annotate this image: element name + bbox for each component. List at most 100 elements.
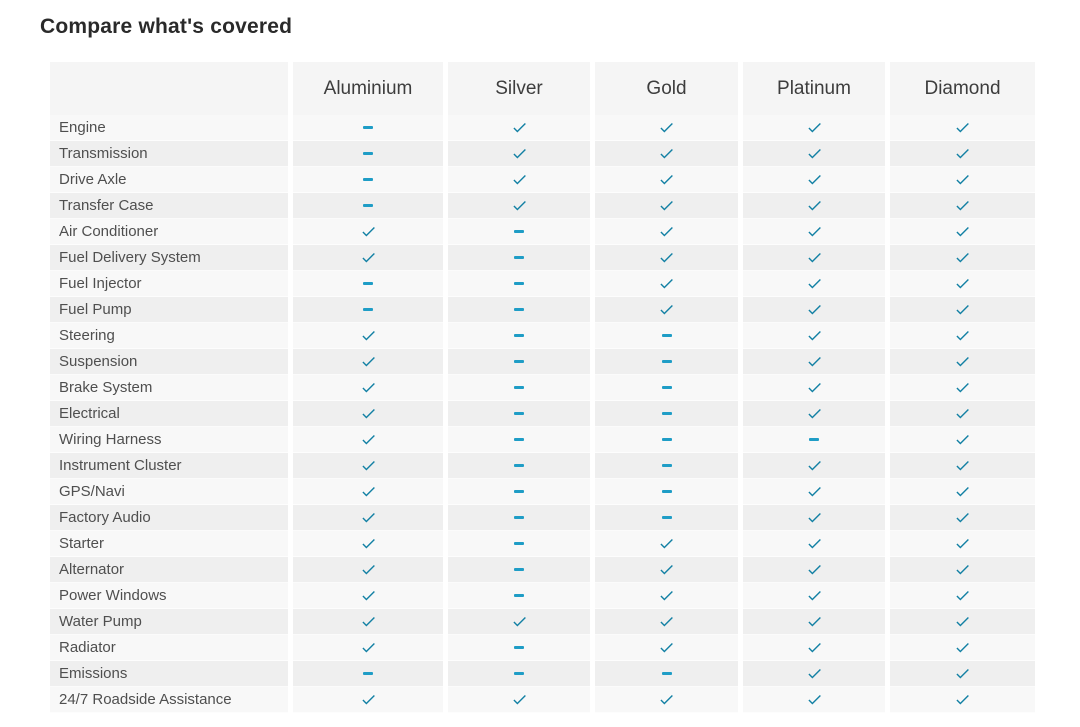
check-icon: [956, 434, 969, 445]
check-icon: [660, 304, 673, 315]
coverage-cell: [595, 505, 738, 531]
dash-icon: [661, 334, 672, 337]
table-body: Engine Transmission Drive Axle Transfer Cas…: [50, 115, 1035, 713]
check-icon: [660, 616, 673, 627]
table-row: Steering: [50, 323, 1035, 349]
check-icon: [807, 252, 821, 263]
check-icon: [807, 356, 821, 367]
coverage-cell: [890, 115, 1035, 141]
column-header-blank: [50, 62, 288, 115]
table-row: Suspension: [50, 349, 1035, 375]
check-icon: [956, 174, 969, 185]
check-icon: [660, 642, 673, 653]
table-row: Engine: [50, 115, 1035, 141]
coverage-cell: [448, 635, 590, 661]
coverage-cell: [293, 661, 443, 687]
dash-icon: [514, 490, 524, 493]
check-icon: [807, 460, 821, 471]
check-icon: [956, 148, 969, 159]
check-icon: [807, 486, 821, 497]
dash-icon: [363, 178, 373, 181]
row-label: GPS/Navi: [50, 479, 288, 505]
dash-icon: [363, 308, 373, 311]
row-label: Emissions: [50, 661, 288, 687]
coverage-cell: [448, 141, 590, 167]
check-icon: [660, 174, 673, 185]
check-icon: [956, 278, 969, 289]
coverage-cell: [595, 141, 738, 167]
coverage-cell: [293, 583, 443, 609]
table-row: Fuel Delivery System: [50, 245, 1035, 271]
check-icon: [660, 200, 673, 211]
table-row: GPS/Navi: [50, 479, 1035, 505]
dash-icon: [661, 672, 672, 675]
check-icon: [807, 148, 821, 159]
check-icon: [807, 512, 821, 523]
coverage-cell: [890, 479, 1035, 505]
check-icon: [807, 694, 821, 705]
row-label: Electrical: [50, 401, 288, 427]
coverage-cell: [448, 193, 590, 219]
check-icon: [956, 304, 969, 315]
row-label: Water Pump: [50, 609, 288, 635]
coverage-cell: [890, 687, 1035, 713]
column-header-aluminium: Aluminium: [293, 62, 443, 115]
coverage-cell: [890, 219, 1035, 245]
coverage-cell: [595, 115, 738, 141]
coverage-cell: [595, 245, 738, 271]
check-icon: [512, 694, 526, 705]
coverage-cell: [595, 219, 738, 245]
coverage-cell: [890, 141, 1035, 167]
coverage-cell: [293, 141, 443, 167]
check-icon: [361, 564, 375, 575]
dash-icon: [514, 516, 524, 519]
table-row: Fuel Injector: [50, 271, 1035, 297]
coverage-cell: [448, 271, 590, 297]
coverage-cell: [448, 531, 590, 557]
coverage-cell: [595, 479, 738, 505]
coverage-cell: [743, 453, 885, 479]
coverage-cell: [743, 635, 885, 661]
coverage-cell: [890, 193, 1035, 219]
dash-icon: [661, 438, 672, 441]
coverage-cell: [890, 635, 1035, 661]
table-row: Electrical: [50, 401, 1035, 427]
coverage-cell: [595, 375, 738, 401]
table-row: Instrument Cluster: [50, 453, 1035, 479]
dash-icon: [514, 646, 524, 649]
coverage-cell: [743, 323, 885, 349]
check-icon: [512, 616, 526, 627]
coverage-table: Aluminium Silver Gold Platinum Diamond Engin…: [50, 62, 1035, 713]
dash-icon: [363, 126, 373, 129]
check-icon: [361, 460, 375, 471]
dash-icon: [514, 282, 524, 285]
coverage-cell: [743, 401, 885, 427]
coverage-cell: [743, 167, 885, 193]
dash-icon: [514, 594, 524, 597]
row-label: Suspension: [50, 349, 288, 375]
row-label: Engine: [50, 115, 288, 141]
check-icon: [361, 382, 375, 393]
dash-icon: [514, 464, 524, 467]
coverage-cell: [595, 401, 738, 427]
row-label: Fuel Injector: [50, 271, 288, 297]
coverage-cell: [448, 115, 590, 141]
coverage-cell: [293, 245, 443, 271]
check-icon: [361, 512, 375, 523]
check-icon: [512, 122, 526, 133]
coverage-cell: [743, 609, 885, 635]
coverage-cell: [890, 557, 1035, 583]
coverage-cell: [448, 505, 590, 531]
dash-icon: [661, 386, 672, 389]
row-label: Factory Audio: [50, 505, 288, 531]
dash-icon: [514, 386, 524, 389]
coverage-cell: [448, 297, 590, 323]
column-header-platinum: Platinum: [743, 62, 885, 115]
coverage-cell: [743, 271, 885, 297]
check-icon: [361, 408, 375, 419]
row-label: Starter: [50, 531, 288, 557]
check-icon: [807, 200, 821, 211]
check-icon: [660, 226, 673, 237]
coverage-cell: [743, 297, 885, 323]
coverage-cell: [595, 661, 738, 687]
